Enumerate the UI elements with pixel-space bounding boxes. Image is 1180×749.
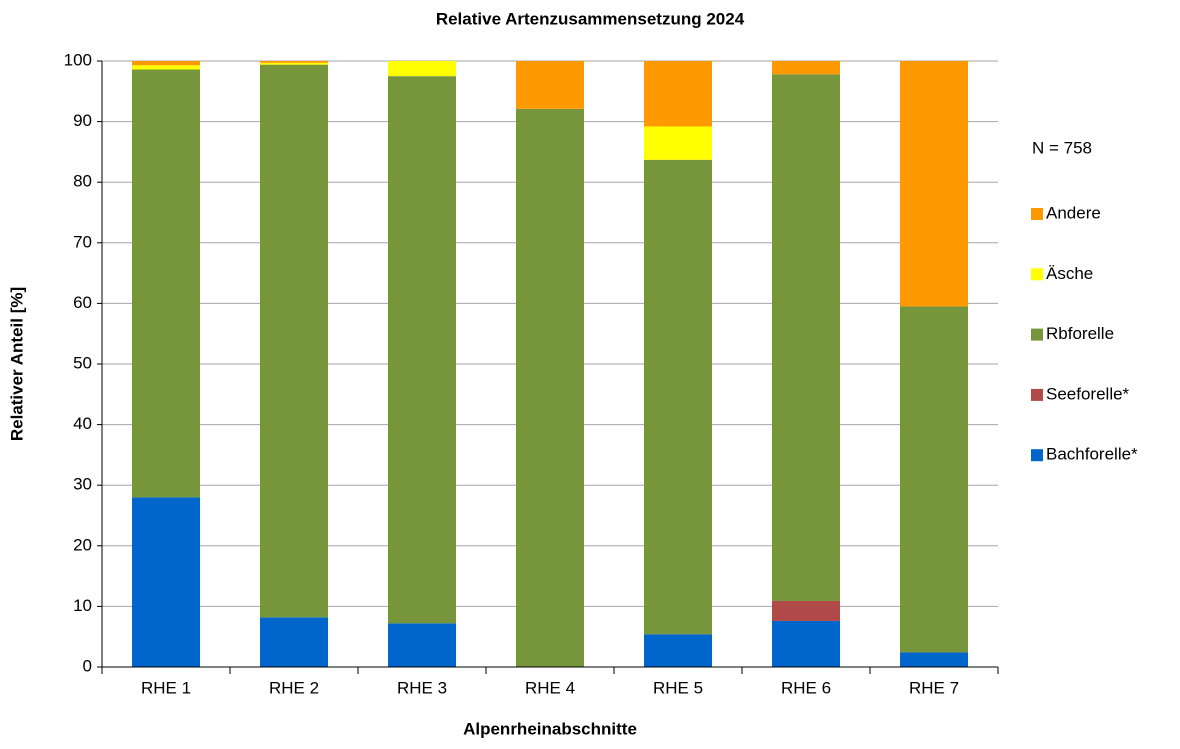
- y-tick-label: 0: [83, 656, 92, 675]
- y-tick-label: 100: [64, 50, 92, 69]
- bar-segment: [388, 623, 456, 667]
- legend-label: Andere: [1046, 203, 1101, 222]
- bar-segment: [772, 74, 840, 601]
- bar-segment: [260, 617, 328, 667]
- legend-label: Bachforelle*: [1046, 445, 1138, 464]
- y-tick-label: 90: [73, 111, 92, 130]
- bar-segment: [644, 61, 712, 127]
- legend-label: Seeforelle*: [1046, 384, 1130, 403]
- bar-segment: [772, 620, 840, 667]
- x-tick-label: RHE 1: [141, 678, 191, 697]
- y-tick-label: 40: [73, 414, 92, 433]
- bar-segment: [900, 61, 968, 307]
- bar-segment: [516, 108, 584, 667]
- x-tick-label: RHE 2: [269, 678, 319, 697]
- y-tick-label: 50: [73, 353, 92, 372]
- legend-swatch: [1031, 208, 1043, 220]
- bar-segment: [772, 61, 840, 75]
- x-tick-label: RHE 5: [653, 678, 703, 697]
- legend-label: Rbforelle: [1046, 324, 1114, 343]
- y-tick-label: 80: [73, 172, 92, 191]
- bar-segment: [900, 306, 968, 653]
- bar-segment: [388, 76, 456, 624]
- bar-segment: [644, 126, 712, 160]
- x-tick-label: RHE 3: [397, 678, 447, 697]
- legend-label: Äsche: [1046, 264, 1093, 283]
- chart-title: Relative Artenzusammensetzung 2024: [436, 9, 745, 28]
- bar-segment: [388, 61, 456, 77]
- legend-swatch: [1031, 449, 1043, 462]
- x-tick-label: RHE 7: [909, 678, 959, 697]
- annotation: N = 758: [1032, 138, 1092, 157]
- y-tick-label: 70: [73, 232, 92, 251]
- x-tick-label: RHE 6: [781, 678, 831, 697]
- y-tick-label: 60: [73, 293, 92, 312]
- legend-swatch: [1031, 388, 1043, 401]
- bar-segment: [260, 62, 328, 65]
- bar-segment: [644, 159, 712, 635]
- y-axis-label: Relativer Anteil [%]: [7, 287, 26, 441]
- legend-swatch: [1031, 328, 1043, 341]
- bar-segment: [260, 64, 328, 618]
- bar-segment: [260, 61, 328, 63]
- bar-segment: [132, 497, 200, 667]
- bar-segment: [772, 600, 840, 621]
- legend-swatch: [1031, 268, 1043, 281]
- bar-segment: [900, 652, 968, 667]
- bar-segment: [516, 61, 584, 109]
- bar-segment: [644, 634, 712, 667]
- bar-segment: [132, 65, 200, 70]
- x-axis-label: Alpenrheinabschnitte: [463, 719, 637, 738]
- y-tick-label: 20: [73, 535, 92, 554]
- y-tick-label: 10: [73, 596, 92, 615]
- bar-segment: [132, 69, 200, 498]
- x-tick-label: RHE 4: [525, 678, 575, 697]
- bar-segment: [132, 61, 200, 66]
- y-tick-label: 30: [73, 475, 92, 494]
